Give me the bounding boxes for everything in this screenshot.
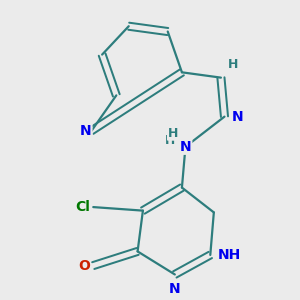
Text: N: N	[80, 124, 92, 138]
Text: O: O	[78, 259, 90, 273]
Text: H: H	[228, 58, 238, 70]
Text: N: N	[232, 110, 243, 124]
Text: NH: NH	[218, 248, 241, 262]
Text: Cl: Cl	[75, 200, 90, 214]
Text: N: N	[169, 282, 181, 296]
Text: H: H	[168, 127, 178, 140]
Text: N: N	[180, 140, 191, 154]
Text: H: H	[165, 134, 175, 147]
